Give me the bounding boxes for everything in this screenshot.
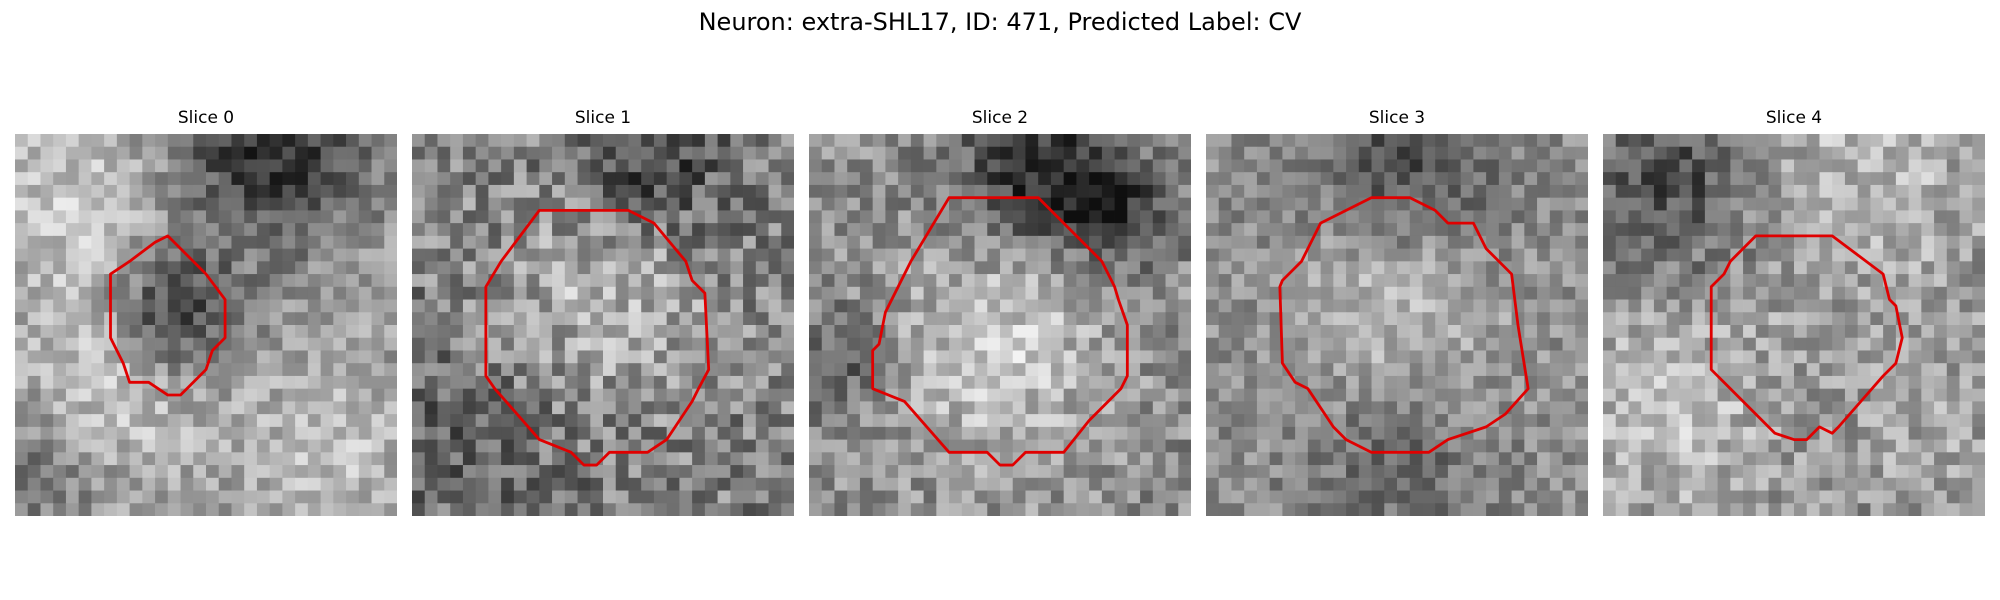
pixel-grid <box>15 134 397 516</box>
slice-2-contour <box>871 196 1129 467</box>
panel-title-slice-1: Slice 1 <box>574 108 632 128</box>
slice-2-image <box>809 134 1191 516</box>
figure-title: Neuron: extra-SHL17, ID: 471, Predicted … <box>698 8 1302 36</box>
pixel-grid <box>1603 134 1985 516</box>
slice-3-contour <box>1278 196 1530 454</box>
slice-1-contour <box>484 208 711 467</box>
panel-title-slice-3: Slice 3 <box>1368 108 1426 128</box>
slice-4-image <box>1603 134 1985 516</box>
slice-3-image <box>1206 134 1588 516</box>
pixel-grid <box>412 134 794 516</box>
panel-title-slice-0: Slice 0 <box>177 108 235 128</box>
slice-4-contour <box>1709 234 1904 442</box>
pixel-grid <box>809 134 1191 516</box>
panel-title-slice-2: Slice 2 <box>971 108 1029 128</box>
panel-title-slice-4: Slice 4 <box>1765 108 1823 128</box>
slice-0-image <box>15 134 397 516</box>
pixel-grid <box>1206 134 1588 516</box>
slice-1-image <box>412 134 794 516</box>
slice-0-contour <box>109 234 227 397</box>
